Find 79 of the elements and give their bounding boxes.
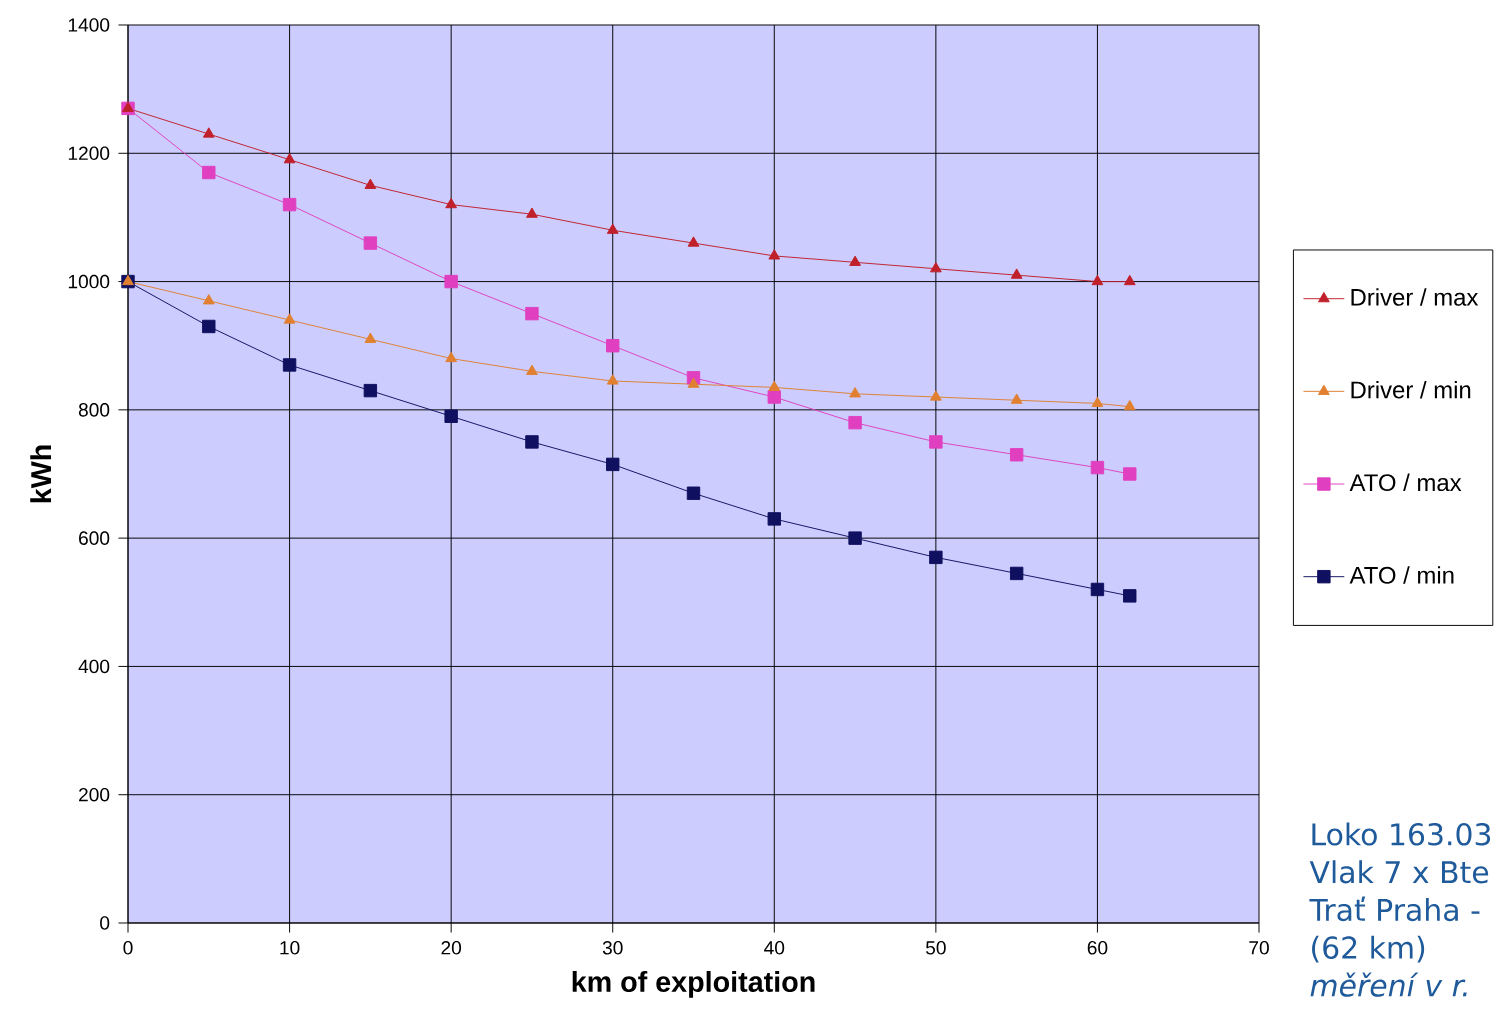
point <box>606 339 620 353</box>
x-tick-label: 60 <box>1087 941 1108 955</box>
point <box>929 435 943 449</box>
text: (62 km) <box>1312 935 1425 963</box>
point <box>1091 274 1104 286</box>
point <box>202 165 216 180</box>
y-tick-label: 200 <box>79 787 110 802</box>
legend-label: ATO / max <box>1349 473 1462 492</box>
y-tick-label: 600 <box>79 531 110 545</box>
y-tick-label: 0 <box>100 916 110 930</box>
point <box>768 249 781 260</box>
point <box>606 374 619 385</box>
point <box>364 178 377 189</box>
text: Vlak 7 x Bte <box>1309 860 1489 884</box>
point <box>1090 460 1105 475</box>
point <box>444 274 458 289</box>
x-tick-label: 30 <box>602 941 623 955</box>
text: Trať Praha - <box>1309 896 1480 922</box>
point <box>1010 268 1023 279</box>
y-tick-label: 1200 <box>68 146 110 161</box>
point <box>445 197 458 209</box>
point <box>848 531 862 545</box>
point <box>202 294 215 305</box>
legend-label: ATO / min <box>1349 566 1454 584</box>
x-tick-label: 70 <box>1249 941 1269 955</box>
point <box>1009 448 1024 462</box>
x-axis-title: km of exploitation <box>572 971 815 998</box>
x-tick-label: 40 <box>764 941 785 955</box>
y-tick-label: 1000 <box>68 274 110 289</box>
point <box>930 262 942 273</box>
point <box>525 306 539 321</box>
legend-label: Driver / max <box>1351 288 1479 306</box>
point <box>687 377 700 388</box>
point <box>768 380 781 391</box>
x-tick-label: 20 <box>441 941 462 955</box>
x-tick-label: 50 <box>925 941 946 955</box>
point <box>526 364 538 375</box>
text: Loko 163.03 <box>1312 822 1491 846</box>
y-axis-title: kWh <box>30 445 52 503</box>
point <box>445 351 458 363</box>
point <box>202 127 215 138</box>
point <box>364 332 377 343</box>
point <box>1123 589 1137 603</box>
x-tick-label: 0 <box>123 941 133 955</box>
point <box>122 101 134 112</box>
point <box>1091 396 1104 408</box>
point <box>444 409 458 423</box>
y-tick-label: 800 <box>78 403 110 417</box>
point <box>283 313 296 324</box>
point <box>363 236 378 250</box>
point <box>1123 274 1136 286</box>
point <box>525 435 539 449</box>
point <box>848 415 862 430</box>
legend-label: Driver / min <box>1351 380 1471 399</box>
text: měření v r. <box>1310 972 1467 997</box>
point <box>526 207 538 218</box>
point <box>606 457 620 472</box>
point <box>283 153 296 164</box>
point <box>687 236 700 247</box>
point <box>767 512 781 526</box>
point <box>686 486 701 500</box>
point <box>930 390 942 401</box>
y-tick-label: 400 <box>78 659 110 674</box>
point <box>1090 582 1105 597</box>
point <box>1009 566 1024 581</box>
point <box>929 550 943 565</box>
point <box>282 197 297 212</box>
point <box>767 390 781 404</box>
point <box>363 383 378 398</box>
y-tick-label: 1400 <box>68 18 110 32</box>
point <box>202 319 216 334</box>
point <box>1123 467 1137 481</box>
point <box>1010 393 1023 404</box>
point <box>849 387 861 398</box>
point <box>282 358 297 372</box>
point <box>849 255 861 266</box>
point <box>606 223 619 234</box>
x-tick-label: 10 <box>280 941 300 955</box>
point <box>1123 399 1136 411</box>
